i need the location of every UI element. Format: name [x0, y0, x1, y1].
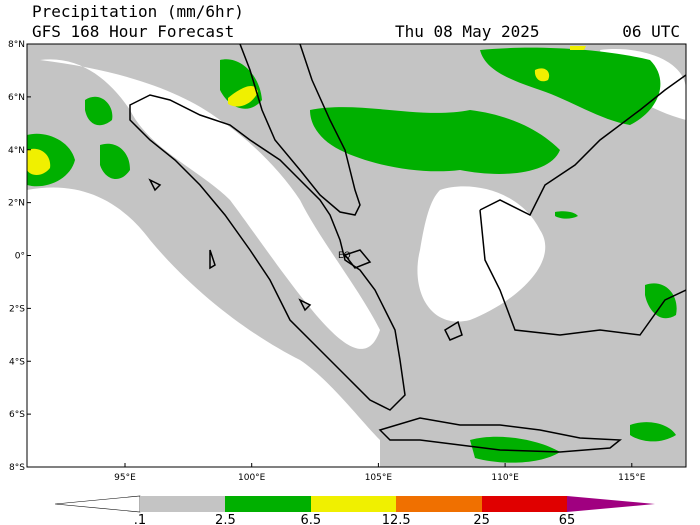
colorbar-label: 25 — [473, 513, 490, 525]
lon-label: 110°E — [491, 473, 519, 483]
colorbar-swatch — [225, 496, 311, 512]
coastline-islands — [148, 178, 463, 341]
lat-label: 2°N — [8, 199, 25, 209]
lat-label: 4°S — [9, 357, 25, 367]
colorbar-swatch — [396, 496, 482, 512]
lat-label: 4°N — [8, 146, 25, 156]
colorbar-swatch — [140, 496, 225, 512]
coastline-java — [378, 417, 623, 453]
lat-label: 8°S — [9, 463, 25, 473]
colorbar-swatch — [482, 496, 567, 512]
colorbar-label: 6.5 — [300, 513, 321, 525]
lon-label: 100°E — [238, 473, 266, 483]
dry-area — [27, 59, 380, 467]
map: EQ — [26, 43, 687, 468]
lat-label: 6°N — [8, 93, 25, 103]
lat-label: 2°S — [9, 304, 25, 314]
coastline-malaya — [239, 44, 361, 216]
lon-label: 105°E — [365, 473, 393, 483]
precip-moderate — [27, 47, 677, 463]
lat-label: 0° — [15, 252, 25, 262]
lon-label: 95°E — [114, 473, 136, 483]
equator-label: EQ — [338, 251, 351, 261]
colorbar-label: 12.5 — [382, 513, 411, 525]
coastline-borneo — [479, 74, 686, 336]
colorbar-label: .1 — [134, 513, 146, 525]
colorbar-swatch — [54, 495, 141, 513]
dry-area — [27, 49, 686, 421]
lon-label: 115°E — [618, 473, 646, 483]
date: Thu 08 May 2025 — [395, 22, 540, 41]
lat-label: 8°N — [8, 40, 25, 50]
title: Precipitation (mm/6hr) — [32, 2, 244, 21]
time: 06 UTC — [622, 22, 680, 41]
colorbar-label: 65 — [559, 513, 576, 525]
colorbar — [54, 495, 655, 513]
colorbar-swatch — [311, 496, 396, 512]
colorbar-label: 2.5 — [215, 513, 236, 525]
coastline-sumatra — [129, 94, 406, 411]
lat-label: 6°S — [9, 410, 25, 420]
subtitle: GFS 168 Hour Forecast — [32, 22, 234, 41]
colorbar-swatch — [567, 496, 655, 512]
